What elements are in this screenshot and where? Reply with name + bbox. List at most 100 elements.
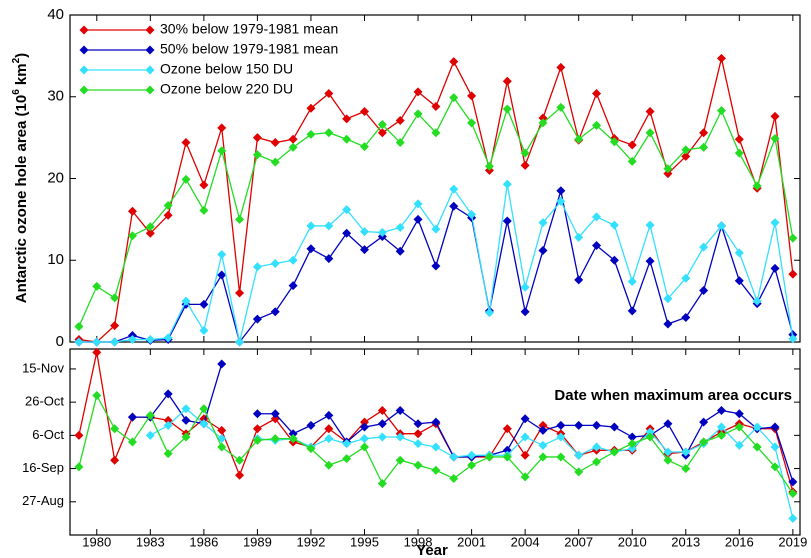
marker — [592, 120, 602, 130]
marker — [359, 106, 369, 116]
marker — [627, 156, 637, 166]
marker — [92, 347, 102, 357]
marker — [574, 134, 584, 144]
marker — [324, 88, 334, 98]
marker — [502, 216, 512, 226]
marker — [413, 109, 423, 119]
marker — [770, 263, 780, 273]
marker — [449, 452, 459, 462]
x-tick-label: 2019 — [778, 534, 807, 549]
marker — [431, 465, 441, 475]
marker — [413, 214, 423, 224]
marker — [413, 199, 423, 209]
marker — [181, 432, 191, 442]
marker — [788, 334, 798, 344]
annotation: Date when maximum area occurs — [554, 387, 792, 404]
marker — [306, 244, 316, 254]
marker — [520, 432, 530, 442]
marker — [449, 184, 459, 194]
legend-label: Ozone below 150 DU — [160, 61, 293, 77]
marker — [699, 242, 709, 252]
marker — [538, 118, 548, 128]
marker — [395, 115, 405, 125]
marker — [520, 160, 530, 170]
marker — [467, 460, 477, 470]
marker — [645, 106, 655, 116]
x-tick-label: 1989 — [243, 534, 272, 549]
marker — [270, 434, 280, 444]
marker — [556, 186, 566, 196]
marker — [574, 450, 584, 460]
marker — [431, 224, 441, 234]
marker — [681, 273, 691, 283]
marker — [199, 326, 209, 336]
marker — [288, 255, 298, 265]
x-tick-label: 1983 — [136, 534, 165, 549]
marker — [199, 404, 209, 414]
marker — [127, 412, 137, 422]
marker — [288, 429, 298, 439]
marker — [734, 440, 744, 450]
marker — [645, 432, 655, 442]
marker — [716, 422, 726, 432]
marker — [663, 319, 673, 329]
legend-marker — [145, 25, 155, 35]
marker — [574, 232, 584, 242]
marker — [645, 128, 655, 138]
marker — [324, 424, 334, 434]
marker — [663, 447, 673, 457]
marker — [574, 420, 584, 430]
marker — [431, 442, 441, 452]
marker — [502, 452, 512, 462]
marker — [306, 103, 316, 113]
y-tick-label: 26-Oct — [25, 394, 64, 409]
marker — [377, 128, 387, 138]
marker — [127, 335, 137, 345]
marker — [520, 282, 530, 292]
marker — [359, 434, 369, 444]
x-tick-label: 1986 — [189, 534, 218, 549]
marker — [252, 314, 262, 324]
marker — [359, 422, 369, 432]
marker — [217, 425, 227, 435]
marker — [324, 254, 334, 264]
marker — [163, 449, 173, 459]
marker — [181, 404, 191, 414]
marker — [413, 87, 423, 97]
marker — [520, 307, 530, 317]
marker — [127, 231, 137, 241]
marker — [484, 452, 494, 462]
marker — [431, 102, 441, 112]
marker — [288, 434, 298, 444]
marker — [413, 419, 423, 429]
marker — [502, 76, 512, 86]
marker — [324, 221, 334, 231]
marker — [734, 134, 744, 144]
legend-marker — [145, 85, 155, 95]
marker — [145, 228, 155, 238]
marker — [752, 181, 762, 191]
marker — [467, 118, 477, 128]
marker — [270, 157, 280, 167]
marker — [788, 488, 798, 498]
marker — [395, 246, 405, 256]
marker — [734, 248, 744, 258]
marker — [217, 146, 227, 156]
series-line — [132, 363, 223, 425]
marker — [235, 470, 245, 480]
marker — [395, 405, 405, 415]
marker — [181, 174, 191, 184]
marker — [734, 148, 744, 158]
marker — [734, 422, 744, 432]
marker — [163, 420, 173, 430]
y-tick-label: 27-Aug — [22, 493, 64, 508]
marker — [395, 455, 405, 465]
marker — [627, 306, 637, 316]
x-tick-label: 2013 — [671, 534, 700, 549]
y-tick-label: 20 — [47, 169, 64, 186]
marker — [556, 420, 566, 430]
marker — [502, 179, 512, 189]
marker — [592, 212, 602, 222]
y-tick-label: 15-Nov — [22, 360, 64, 375]
marker — [770, 422, 780, 432]
